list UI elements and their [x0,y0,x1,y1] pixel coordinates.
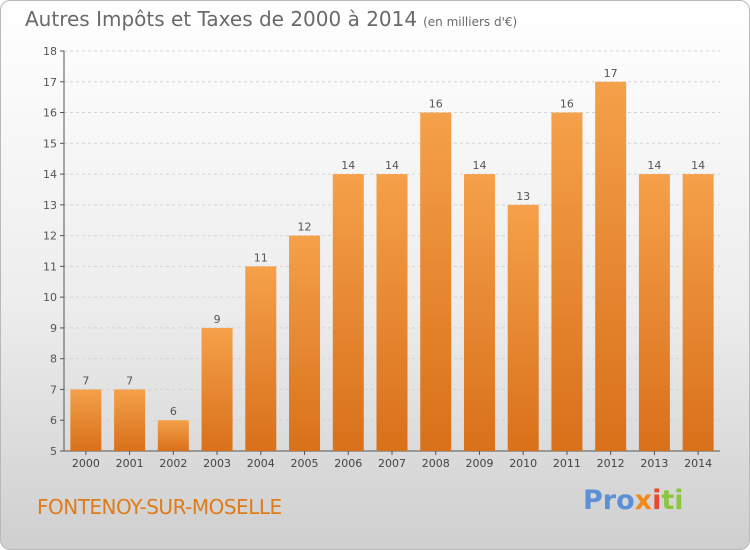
y-tick-label: 6 [50,414,57,427]
y-tick-label: 10 [43,291,57,304]
logo-part-3: i [652,485,662,516]
bar [114,389,146,451]
chart-unit: (en milliers d'€) [423,15,518,29]
chart-title: Autres Impôts et Taxes de 2000 à 2014 (en… [25,7,517,31]
logo-part-1: Pro [583,485,635,516]
bar [551,112,583,452]
bar [332,174,364,452]
y-tick-label: 18 [43,45,57,58]
bar-value-label: 7 [126,374,133,387]
bar-value-label: 14 [385,159,399,172]
bar [376,174,408,452]
bar-value-label: 9 [214,313,221,326]
bar-value-label: 16 [429,98,443,111]
x-tick-label: 2002 [159,457,187,470]
x-tick-label: 2014 [684,457,712,470]
bar-value-label: 12 [298,221,312,234]
y-tick-label: 8 [50,353,57,366]
x-tick-label: 2006 [334,457,362,470]
bar-value-label: 14 [472,159,486,172]
bar-value-label: 14 [647,159,661,172]
bar [463,174,495,452]
bar-value-label: 11 [254,251,268,264]
bar-value-label: 17 [604,67,618,80]
logo-part-2: x [634,485,653,516]
bar-value-label: 13 [516,190,530,203]
x-tick-label: 2001 [116,457,144,470]
x-tick-label: 2003 [203,457,231,470]
y-tick-label: 13 [43,199,57,212]
bar-value-label: 7 [82,374,89,387]
y-tick-label: 14 [43,168,57,181]
y-tick-label: 17 [43,76,57,89]
x-tick-label: 2005 [291,457,319,470]
commune-name: FONTENOY-SUR-MOSELLE [37,495,282,519]
logo-part-4: ti [661,485,684,516]
x-tick-label: 2000 [72,457,100,470]
bar-value-label: 14 [341,159,355,172]
x-tick-label: 2007 [378,457,406,470]
y-tick-label: 9 [50,322,57,335]
bar [507,204,539,451]
bar [289,235,321,451]
bar-value-label: 14 [691,159,705,172]
x-tick-label: 2009 [465,457,493,470]
bar [638,174,670,452]
bar [157,420,189,451]
y-tick-label: 5 [50,445,57,458]
y-tick-label: 15 [43,137,57,150]
chart-title-text: Autres Impôts et Taxes de 2000 à 2014 [25,7,418,31]
bar [70,389,102,451]
x-tick-label: 2013 [640,457,668,470]
x-tick-label: 2010 [509,457,537,470]
x-tick-label: 2008 [422,457,450,470]
y-tick-label: 7 [50,383,57,396]
x-tick-label: 2012 [597,457,625,470]
bar [201,327,233,451]
bar [245,266,277,451]
bar [595,81,627,452]
x-tick-label: 2011 [553,457,581,470]
y-tick-label: 12 [43,230,57,243]
bar [682,174,714,452]
x-tick-label: 2004 [247,457,275,470]
proxiti-logo[interactable]: Proxiti [583,485,684,516]
y-tick-label: 16 [43,107,57,120]
bar-value-label: 6 [170,405,177,418]
y-tick-label: 11 [43,260,57,273]
bar-value-label: 16 [560,98,574,111]
bar [420,112,452,452]
